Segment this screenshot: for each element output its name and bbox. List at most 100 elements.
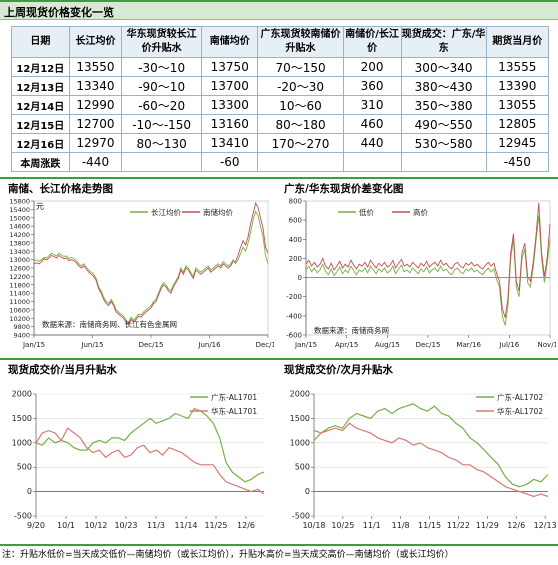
legend-label: 高价	[413, 207, 428, 217]
chart4-title: 现货成交价/次月升贴水	[284, 364, 393, 376]
legend-label: 华东-AL1702	[497, 406, 543, 416]
table-cell: 13410	[201, 133, 259, 153]
footnote: 注：升贴水低价=当天成交低价—南储均价（或长江均价），升贴水高价=当天成交高价—…	[2, 550, 454, 560]
chart-guangdong-huadong-spread: -600 -400 -200 0 200 400 600 800 Jan/15 Apr/15 Aug…	[286, 198, 556, 350]
x-tick-label: 9/20	[27, 521, 45, 530]
table-row: 12月12日 13550 -30～10 13750 70～150 200 300～340 13…	[11, 57, 550, 77]
table-cell: -450	[485, 152, 550, 172]
table-cell: 12970	[68, 133, 123, 153]
table-cell: 13055	[485, 95, 550, 115]
section-header: 上周现货价格变化一览	[0, 0, 558, 20]
price-table: 日期 长江均价 华东现货较长江价升贴水 南储均价 广东现货较南储价升贴水 南储价/长江价现…	[11, 26, 550, 172]
table-cell: -20～30	[257, 76, 344, 96]
x-tick-label: Jun/16	[197, 341, 221, 349]
y-tick-label: 13400	[9, 248, 30, 256]
table-cell: 13550	[68, 57, 123, 77]
x-tick-label: 10/18	[302, 521, 325, 530]
column-header: 日期	[11, 26, 70, 58]
series-line	[313, 403, 549, 488]
x-tick-label: 11/14	[174, 521, 197, 530]
x-tick-label: Mar/16	[456, 341, 481, 349]
table-cell: 350～380	[400, 95, 487, 115]
table-cell: 170～270	[257, 133, 344, 153]
y-tick-label: 10600	[9, 306, 30, 314]
plot-frame	[33, 200, 269, 336]
series-line	[33, 201, 269, 326]
table-cell	[342, 152, 402, 172]
legend-label: 广东-AL1701	[211, 392, 257, 402]
column-header: 广东现货较南储价升贴水	[257, 26, 344, 58]
y-tick-label: -400	[286, 312, 302, 320]
x-tick-label: Jan/15	[22, 341, 45, 349]
series-line	[33, 210, 269, 324]
column-header: 现货成交：广东/华东	[400, 26, 487, 58]
column-header: 南储均价	[201, 26, 259, 58]
series-line	[35, 407, 265, 483]
chart-spot-next-month: -500 0 500 1000 1500 2000 10/18 10/25 11/1 11/8 11…	[290, 390, 556, 531]
series-line	[305, 215, 551, 326]
table-cell: 70～150	[257, 57, 344, 77]
y-tick-label: 1500	[12, 414, 32, 423]
table-cell: 360	[342, 76, 402, 96]
y-tick-label: 0	[305, 487, 310, 496]
table-cell: 13340	[68, 76, 123, 96]
table-cell: 12700	[68, 114, 123, 134]
y-tick-label: 9800	[13, 323, 30, 331]
table-cell: 380～430	[400, 76, 487, 96]
x-tick-label: 11/25	[204, 521, 227, 530]
table-cell: 12945	[485, 133, 550, 153]
y-tick-label: 1000	[290, 438, 310, 447]
legend-label: 长江均价	[151, 207, 181, 217]
table-cell	[121, 152, 203, 172]
y-tick-label: 11800	[9, 281, 30, 289]
table-cell: 300～340	[400, 57, 487, 77]
table-cell	[257, 152, 344, 172]
y-tick-label: -500	[14, 512, 32, 521]
table-cell: 12805	[485, 114, 550, 134]
y-tick-label: 11000	[9, 298, 30, 306]
chart1-title: 南储、长江价格走势图	[8, 183, 113, 195]
row-date: 12月13日	[11, 76, 70, 96]
table-cell: 80～180	[257, 114, 344, 134]
x-tick-label: Jul/16	[498, 341, 519, 349]
x-tick-label: 11/29	[476, 521, 499, 530]
row-date: 12月12日	[11, 57, 70, 77]
y-tick-label: -500	[292, 512, 310, 521]
x-tick-label: Dec/16	[256, 341, 274, 349]
x-tick-label: 11/3	[147, 521, 165, 530]
chart2-title: 广东/华东现货价差变化图	[284, 183, 404, 195]
x-tick-label: 11/15	[418, 521, 441, 530]
table-row: 12月16日 12970 80～130 13410 170～270 440 530～580 1…	[11, 133, 550, 153]
y-tick-label: 13000	[9, 256, 30, 264]
data-source: 数据来源：南储商务网	[314, 325, 389, 335]
y-tick-label: 15400	[9, 206, 30, 214]
y-axis-label: 元	[36, 202, 44, 211]
column-header: 南储价/长江价	[342, 26, 402, 58]
column-header: 华东现货较长江价升贴水	[121, 26, 203, 58]
table-cell: 440	[342, 133, 402, 153]
y-tick-label: 500	[17, 463, 32, 472]
row-date: 12月16日	[11, 133, 70, 153]
section-title: 上周现货价格变化一览	[4, 6, 114, 19]
table-cell: -60～20	[121, 95, 203, 115]
y-tick-label: 15000	[9, 214, 30, 222]
x-tick-label: Dec/15	[416, 341, 441, 349]
table-cell: -30～10	[121, 57, 203, 77]
data-source: 数据来源：南储商务网、长江有色金属网	[42, 319, 177, 329]
chart-spot-current-month: -500 0 500 1000 1500 2000 9/20 10/1 10/12 10/23 11…	[12, 390, 265, 530]
x-tick-label: 11/8	[392, 521, 410, 530]
y-tick-label: 15800	[9, 198, 30, 206]
y-tick-label: -600	[286, 332, 302, 340]
y-tick-label: 11400	[9, 290, 30, 298]
y-tick-label: 600	[289, 217, 302, 225]
table-row: 12月13日 13340 -90～10 13700 -20～30 360 380～430 13…	[11, 76, 550, 96]
table-header-row: 日期 长江均价 华东现货较长江价升贴水 南储均价 广东现货较南储价升贴水 南储价/长江价现…	[11, 26, 550, 58]
table-cell: 13700	[201, 76, 259, 96]
chart-nanchu-changjiang: 9400980010200106001100011400118001220012…	[9, 198, 274, 350]
table-cell: -90～10	[121, 76, 203, 96]
table-cell: -440	[68, 152, 123, 172]
table-row: 12月14日 12990 -60～20 13300 10～60 310 350～380 130…	[11, 95, 550, 115]
y-tick-label: 2000	[290, 390, 310, 399]
y-tick-label: 500	[295, 463, 310, 472]
divider	[0, 177, 558, 179]
